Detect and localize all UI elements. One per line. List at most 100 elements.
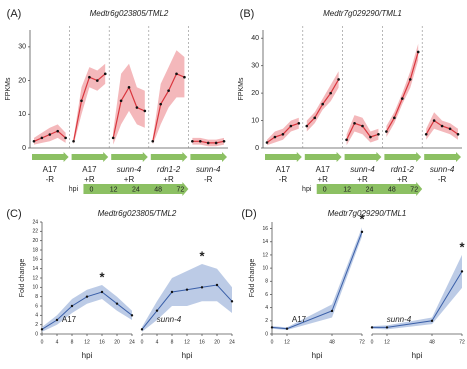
data-point [40, 136, 44, 140]
series-label: A17 [62, 315, 77, 324]
chart-title: Medtr7g029290/TML1 [323, 9, 402, 18]
y-tick-label: 16 [262, 226, 268, 232]
significance-marker: * [359, 212, 365, 227]
segment-sublabel: +R [397, 175, 408, 184]
data-point [432, 119, 436, 122]
timeline-label: hpi [69, 186, 79, 193]
x-tick-label: 4 [56, 339, 59, 345]
data-point [360, 230, 364, 234]
data-point [70, 304, 74, 308]
confidence-band [152, 50, 185, 145]
panel-label: (B) [240, 8, 255, 20]
data-point [119, 99, 123, 103]
x-tick-label: 4 [156, 339, 159, 345]
data-point [416, 50, 420, 54]
data-point [72, 139, 75, 143]
data-point [329, 91, 332, 95]
x-tick-label: 0 [371, 339, 374, 345]
data-point [191, 139, 194, 143]
y-tick-label: 0 [255, 145, 259, 152]
data-point [265, 141, 269, 144]
y-tick-label: 12 [32, 275, 38, 281]
chart-title: Medtr7g029290/TML1 [328, 209, 407, 218]
segment-label: sunn-4 [430, 165, 455, 174]
x-tick-label: 48 [329, 339, 335, 345]
timeline-tick: 24 [132, 186, 140, 193]
data-point [448, 127, 452, 131]
y-tick-label: 0 [35, 331, 38, 337]
x-tick-label: 12 [184, 339, 190, 345]
x-tick-label: 48 [429, 339, 435, 345]
data-point [96, 79, 99, 82]
x-axis-label: hpi [412, 351, 423, 360]
segment-label: sunn-4 [117, 165, 142, 174]
y-tick-label: 20 [32, 238, 38, 244]
data-point [40, 328, 44, 331]
y-tick-label: 8 [265, 279, 268, 285]
data-point [305, 124, 309, 128]
x-tick-label: 12 [384, 339, 390, 345]
timeline-tick: 0 [90, 186, 94, 193]
data-point [185, 288, 189, 291]
data-point [377, 132, 380, 136]
data-point [385, 326, 389, 329]
x-tick-label: 20 [114, 339, 120, 345]
y-tick-label: 20 [18, 77, 26, 84]
segment-label: sunn-4 [350, 165, 375, 174]
y-axis-label: Fold change [19, 259, 26, 298]
confidence-band [42, 285, 132, 332]
data-point [460, 270, 464, 273]
y-tick-label: 6 [35, 303, 38, 309]
y-tick-label: 14 [32, 266, 38, 272]
segment-arrow [384, 152, 422, 162]
segment-sublabel: +R [357, 175, 368, 184]
confidence-band [113, 63, 145, 145]
confidence-band [142, 264, 232, 332]
segment-arrow [71, 152, 109, 162]
y-axis-label: FPKMs [5, 77, 12, 100]
data-point [55, 318, 59, 322]
data-point [313, 116, 317, 120]
timeline-label: hpi [302, 186, 312, 193]
timeline-tick: 48 [154, 186, 162, 193]
data-point [200, 286, 204, 289]
data-point [361, 124, 364, 128]
segment-arrow [424, 152, 461, 162]
y-tick-label: 0 [265, 331, 268, 337]
timeline-tick: 24 [366, 186, 374, 193]
confidence-band [386, 43, 419, 138]
panel-label: (A) [7, 8, 22, 20]
data-point [408, 78, 412, 81]
y-tick-label: 2 [265, 318, 268, 324]
data-point [88, 75, 91, 79]
y-tick-label: 30 [251, 63, 259, 70]
x-tick-label: 72 [359, 339, 365, 345]
segment-label: A17 [82, 165, 97, 174]
segment-label: A17 [316, 165, 331, 174]
mean-line [271, 231, 363, 330]
x-tick-label: 24 [129, 339, 135, 345]
significance-marker: * [199, 248, 205, 263]
confidence-band [372, 254, 462, 330]
confidence-band [306, 71, 339, 132]
x-tick-label: 24 [229, 339, 235, 345]
y-tick-label: 24 [32, 219, 38, 225]
data-point [198, 139, 202, 143]
x-tick-label: 16 [199, 339, 205, 345]
timeline-tick: 72 [177, 186, 185, 193]
y-tick-label: 16 [32, 257, 38, 263]
confidence-band [73, 63, 106, 145]
panel-label: (D) [241, 208, 256, 220]
x-tick-label: 20 [214, 339, 220, 345]
data-point [103, 72, 107, 76]
data-point [215, 283, 219, 287]
x-axis-label: hpi [82, 351, 93, 360]
y-tick-label: 10 [262, 265, 268, 271]
y-tick-label: 12 [262, 252, 268, 258]
data-point [393, 116, 396, 120]
x-axis-label: hpi [312, 351, 323, 360]
data-point [370, 326, 374, 329]
segment-arrow [32, 152, 69, 162]
segment-label: rdn1-2 [391, 165, 415, 174]
data-point [289, 124, 293, 128]
